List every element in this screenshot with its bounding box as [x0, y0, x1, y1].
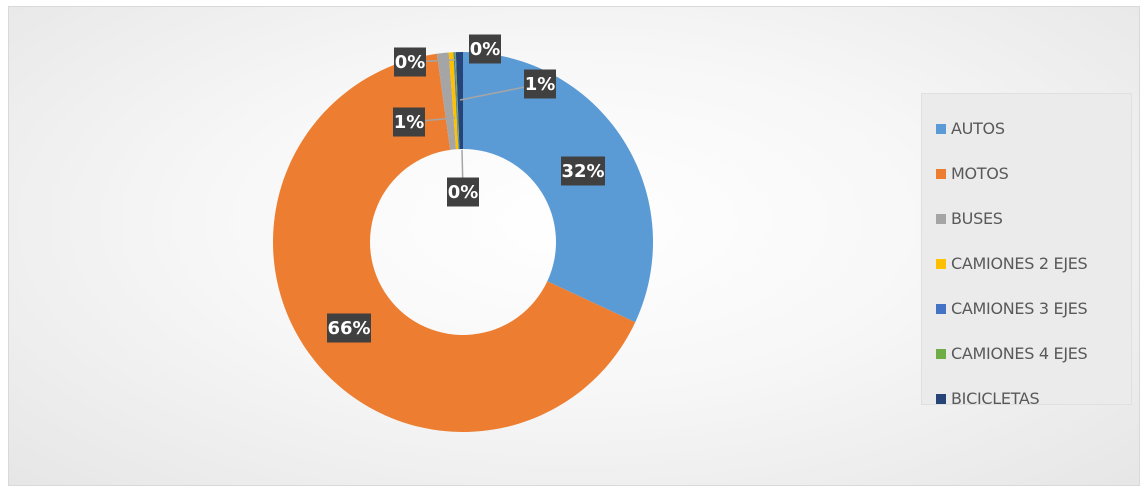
- data-label-camiones-4-ejes: 0%: [469, 34, 501, 64]
- legend: AUTOS MOTOS BUSES CAMIONES 2 EJES CAMIONES 3…: [921, 93, 1132, 408]
- svg-text:1%: 1%: [525, 74, 556, 95]
- legend-label: BUSES: [951, 209, 1003, 228]
- slice-autos: [463, 52, 653, 323]
- legend-swatch: [936, 213, 946, 224]
- legend-item-buses: BUSES: [922, 196, 1131, 241]
- slice-camiones-3-ejes: [453, 52, 459, 150]
- legend-swatch: [936, 168, 946, 179]
- legend-item-camiones-4-ejes: CAMIONES 4 EJES: [922, 331, 1131, 376]
- legend-swatch: [936, 303, 946, 314]
- legend-item-autos: AUTOS: [922, 106, 1131, 151]
- legend-swatch: [936, 348, 946, 359]
- data-label-autos: 32%: [561, 156, 605, 186]
- svg-text:32%: 32%: [561, 161, 604, 182]
- legend-swatch: [936, 258, 946, 269]
- slice-camiones-4-ejes: [454, 52, 460, 150]
- legend-label: MOTOS: [951, 164, 1009, 183]
- slice-buses: [436, 52, 457, 150]
- slice-bicicletas: [455, 52, 463, 150]
- svg-text:0%: 0%: [395, 52, 426, 73]
- svg-text:66%: 66%: [327, 318, 370, 339]
- legend-label: CAMIONES 2 EJES: [951, 254, 1088, 273]
- legend-label: AUTOS: [951, 119, 1005, 138]
- data-label-bicicletas: 1%: [524, 69, 556, 99]
- legend-item-camiones-3-ejes: CAMIONES 3 EJES: [922, 286, 1131, 331]
- slice-camiones-2-ejes: [448, 52, 459, 150]
- svg-text:0%: 0%: [448, 182, 479, 203]
- legend-label: CAMIONES 3 EJES: [951, 299, 1088, 318]
- data-label-camiones-3-ejes: 0%: [447, 177, 479, 207]
- svg-text:1%: 1%: [394, 112, 425, 133]
- legend-label: CAMIONES 4 EJES: [951, 344, 1088, 363]
- svg-text:0%: 0%: [470, 39, 501, 60]
- data-label-buses: 1%: [393, 107, 425, 137]
- legend-swatch: [936, 393, 946, 404]
- legend-label: BICICLETAS: [951, 389, 1040, 408]
- data-label-camiones-2-ejes: 0%: [394, 47, 426, 77]
- legend-swatch: [936, 123, 946, 134]
- legend-item-bicicletas: BICICLETAS: [922, 376, 1131, 421]
- data-label-motos: 66%: [327, 313, 371, 343]
- legend-item-motos: MOTOS: [922, 151, 1131, 196]
- legend-item-camiones-2-ejes: CAMIONES 2 EJES: [922, 241, 1131, 286]
